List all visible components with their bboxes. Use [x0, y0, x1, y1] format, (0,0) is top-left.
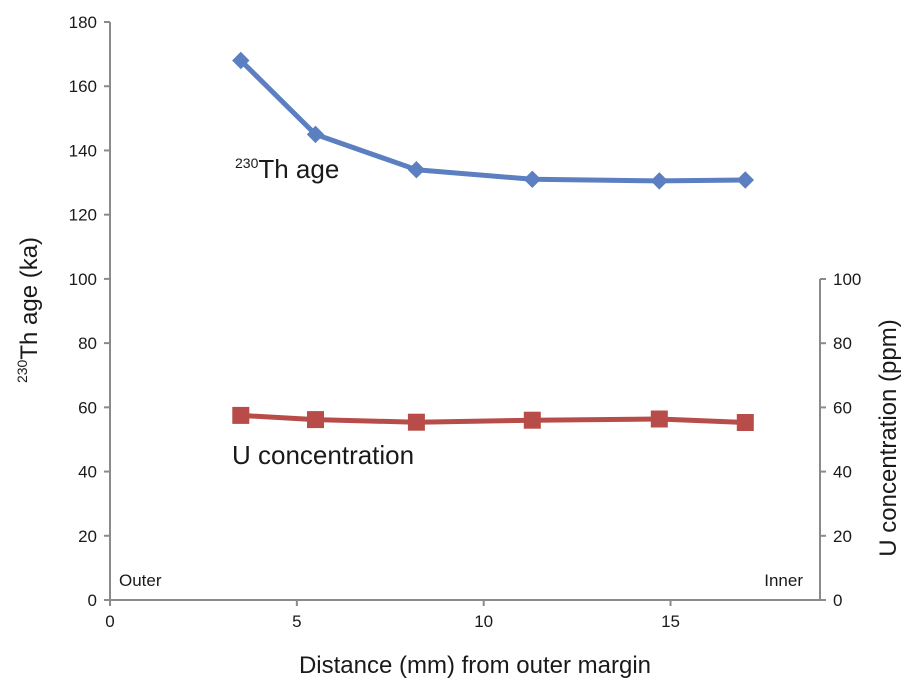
y-axis-left-title-sup: 230 [14, 359, 30, 383]
y-axis-left-title-main: Th age (ka) [16, 237, 43, 360]
data-point-square [232, 406, 250, 424]
y-tick-left-label: 0 [88, 591, 97, 610]
data-point-square [650, 410, 668, 428]
data-point-diamond [650, 172, 669, 190]
x-tick-label: 0 [105, 612, 114, 631]
y-tick-right-label: 0 [833, 591, 842, 610]
series-label-u-concentration: U concentration [232, 440, 414, 470]
data-point-diamond [523, 170, 542, 189]
y-ticks-right: 0 20 40 60 80 100 [820, 270, 861, 610]
x-tick-label: 5 [292, 612, 301, 631]
x-ticks: 0 5 10 15 [105, 600, 680, 631]
series-layer [232, 51, 755, 431]
y-tick-left-label: 100 [69, 270, 97, 289]
y-tick-right-label: 40 [833, 463, 852, 482]
y-tick-left-label: 140 [69, 141, 97, 160]
data-point-diamond [306, 125, 325, 144]
y-tick-left-label: 80 [78, 334, 97, 353]
y-ticks-left: 0 20 40 60 80 100 120 140 160 180 [69, 13, 110, 610]
y-tick-left-label: 20 [78, 527, 97, 546]
y-tick-right-label: 100 [833, 270, 861, 289]
axes [109, 22, 821, 601]
y-tick-left-label: 180 [69, 13, 97, 32]
series-0 [232, 51, 755, 190]
data-point-square [307, 411, 324, 429]
data-point-square [736, 414, 754, 431]
y-tick-left-label: 120 [69, 206, 97, 225]
data-point-diamond [407, 160, 426, 179]
series-1 [232, 406, 754, 431]
x-tick-label: 15 [661, 612, 680, 631]
x-axis-title: Distance (mm) from outer margin [299, 652, 651, 679]
y-axis-left-title: 230Th age (ka) [14, 237, 43, 383]
y-tick-right-label: 80 [833, 334, 852, 353]
y-tick-left-label: 60 [78, 398, 97, 417]
series-line [240, 412, 746, 425]
y-axis-right-title: U concentration (ppm) [875, 319, 902, 556]
data-point-square [523, 411, 541, 429]
y-tick-right-label: 20 [833, 527, 852, 546]
series-label-th-age-sup: 230 [235, 155, 259, 171]
series-line [239, 58, 746, 184]
data-point-diamond [232, 51, 250, 70]
corner-label-inner: Inner [764, 571, 803, 590]
y-tick-left-label: 40 [78, 463, 97, 482]
x-tick-label: 10 [474, 612, 493, 631]
corner-label-outer: Outer [119, 571, 162, 590]
data-point-diamond [736, 171, 755, 189]
y-tick-left-label: 160 [69, 77, 97, 96]
data-point-square [407, 413, 425, 431]
series-label-th-age: 230Th age [235, 154, 339, 184]
series-label-th-age-main: Th age [258, 154, 339, 184]
y-tick-right-label: 60 [833, 398, 852, 417]
